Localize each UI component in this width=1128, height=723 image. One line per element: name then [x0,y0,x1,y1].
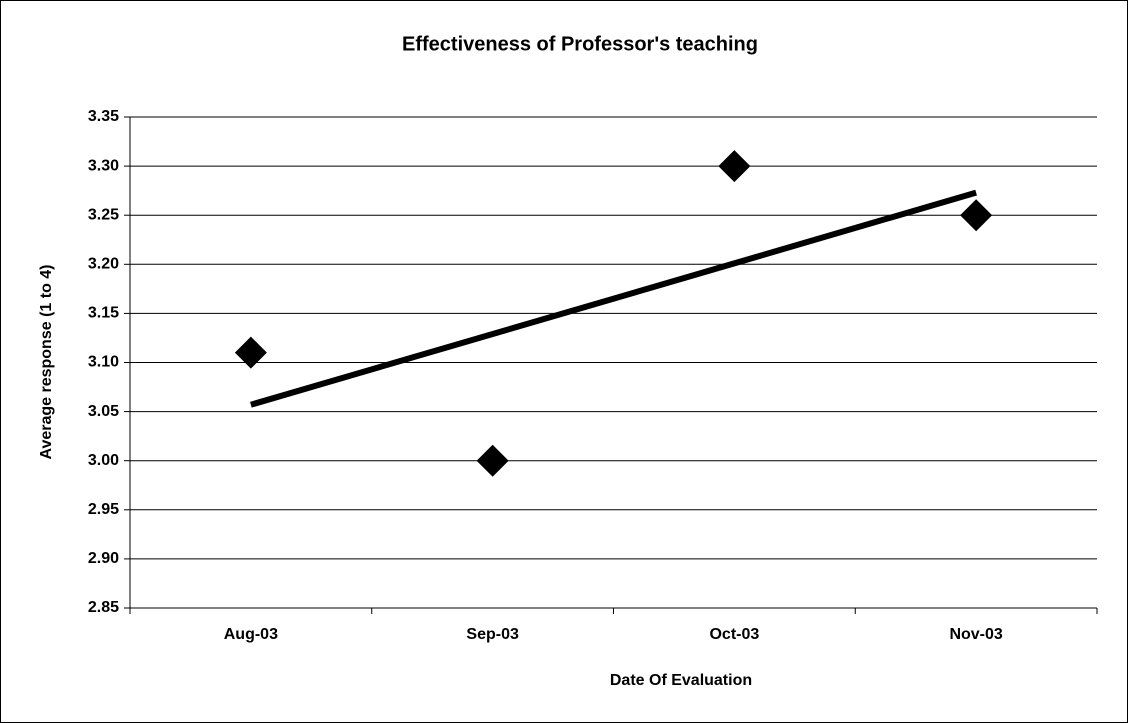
marker [234,336,267,369]
trendline [250,189,977,408]
y-tick-label: 3.15 [88,305,119,322]
y-tick-label: 3.00 [88,452,119,469]
y-tick-label: 3.20 [88,256,119,273]
y-axis-title: Average response (1 to 4) [38,264,55,459]
marker [718,150,751,183]
x-tick-label: Aug-03 [224,626,278,643]
chart-title: Effectiveness of Professor's teaching [402,33,758,55]
y-tick-label: 3.35 [88,108,119,125]
y-tick-label: 3.30 [88,157,119,174]
y-tick-label: 2.85 [88,599,119,616]
marker [476,444,509,477]
y-tick-label: 3.25 [88,206,119,223]
x-tick-label: Nov-03 [949,626,1002,643]
y-tick-label: 3.05 [88,403,119,420]
x-axis-title: Date Of Evaluation [610,672,752,689]
y-tick-label: 2.90 [88,550,119,567]
y-tick-label: 2.95 [88,501,119,518]
x-tick-label: Sep-03 [466,626,519,643]
marker [960,199,993,232]
x-tick-label: Oct-03 [709,626,759,643]
y-tick-label: 3.10 [88,354,119,371]
